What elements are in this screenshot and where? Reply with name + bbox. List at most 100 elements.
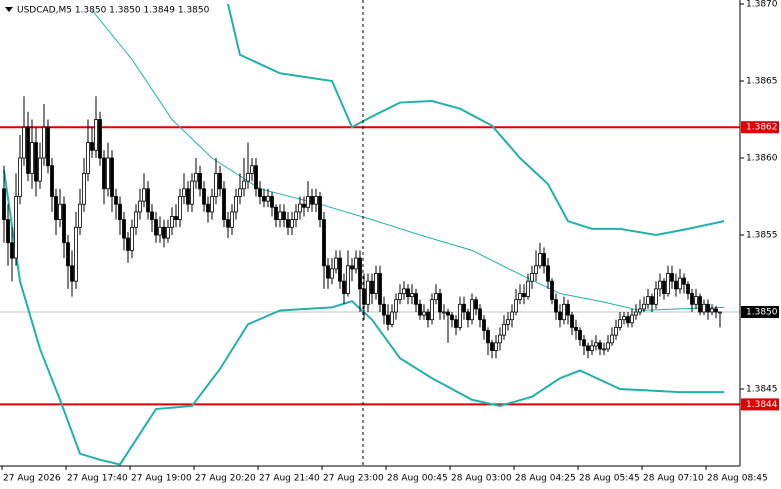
candle-body	[522, 293, 526, 297]
candle-body	[518, 293, 522, 301]
candle-body	[450, 314, 454, 321]
candle-body	[466, 311, 470, 321]
symbol-menu-icon[interactable]	[5, 7, 13, 12]
candle-body	[126, 237, 130, 251]
candle-body	[66, 242, 70, 267]
price-level-box	[741, 121, 779, 134]
candle-body	[58, 203, 62, 220]
candle-body	[510, 311, 514, 321]
candle-body	[50, 165, 54, 197]
candle-body	[470, 299, 474, 321]
candle-body	[570, 314, 574, 328]
candle-body	[166, 226, 170, 239]
candle-body	[534, 265, 538, 274]
candle-body	[122, 219, 126, 239]
candle-body	[430, 299, 434, 321]
candle-body	[594, 342, 598, 347]
candle-body	[690, 293, 694, 305]
candle-body	[502, 323, 506, 336]
bollinger-band	[91, 9, 725, 311]
x-tick-label: 28 Aug 05:45	[579, 474, 640, 484]
candle-body	[158, 226, 162, 236]
candle-body	[710, 308, 714, 313]
candle-body	[370, 280, 374, 294]
candle-body	[322, 219, 326, 267]
candle-body	[642, 303, 646, 310]
candle-body	[618, 319, 622, 328]
candle-body	[586, 345, 590, 351]
plot-area	[0, 3, 740, 466]
candle-body	[714, 308, 718, 313]
y-tick-label: 1.3870	[746, 0, 778, 10]
candle-body	[590, 345, 594, 351]
candle-body	[210, 196, 214, 213]
candle-body	[146, 188, 150, 213]
chart-title: USDCAD,M5 1.3850 1.3850 1.3849 1.3850	[17, 6, 210, 16]
x-tick-label: 28 Aug 08:45	[707, 474, 768, 484]
candle-body	[558, 311, 562, 321]
candle-body	[514, 299, 518, 313]
candle-body	[614, 326, 618, 336]
y-tick-label: 1.3865	[746, 77, 778, 87]
candle-body	[282, 211, 286, 220]
candle-body	[54, 196, 58, 221]
candle-body	[382, 303, 386, 316]
candle-body	[262, 196, 266, 202]
candle-body	[214, 172, 218, 197]
candle-body	[402, 288, 406, 294]
candle-body	[626, 316, 630, 324]
price-level-label: 1.3862	[746, 123, 778, 133]
candle-body	[646, 296, 650, 305]
candle-body	[562, 303, 566, 321]
x-tick-label: 27 Aug 17:40	[67, 474, 128, 484]
candle-body	[290, 219, 294, 228]
candle-body	[266, 196, 270, 202]
candle-body	[294, 211, 298, 220]
candle-body	[46, 126, 50, 167]
candle-body	[38, 157, 42, 182]
candle-body	[674, 280, 678, 290]
candle-body	[298, 203, 302, 213]
candle-body	[150, 211, 154, 220]
candle-body	[198, 172, 202, 190]
candle-body	[486, 330, 490, 344]
candle-body	[10, 242, 14, 259]
candle-body	[338, 257, 342, 282]
candle-body	[218, 172, 222, 190]
candle-body	[86, 142, 90, 174]
candle-body	[330, 268, 334, 279]
candle-body	[134, 211, 138, 228]
candle-body	[634, 311, 638, 316]
candle-body	[278, 211, 282, 220]
candle-body	[366, 280, 370, 305]
candle-body	[702, 303, 706, 313]
candle-body	[458, 303, 462, 328]
candle-body	[610, 334, 614, 344]
candle-body	[82, 172, 86, 205]
candle-body	[442, 311, 446, 314]
candle-body	[14, 196, 18, 259]
candle-body	[34, 142, 38, 182]
candle-body	[142, 188, 146, 202]
candle-body	[546, 265, 550, 282]
candle-body	[538, 253, 542, 267]
candle-body	[190, 180, 194, 205]
candle-body	[178, 196, 182, 221]
candle-body	[358, 257, 362, 290]
x-tick-label: 28 Aug 03:00	[451, 474, 512, 484]
candle-body	[462, 303, 466, 313]
candle-body	[326, 265, 330, 279]
candle-body	[602, 348, 606, 351]
candle-body	[526, 280, 530, 298]
candle-body	[270, 196, 274, 208]
candle-body	[26, 126, 30, 174]
price-level-label: 1.3844	[746, 400, 778, 410]
candle-body	[478, 308, 482, 321]
candle-body	[490, 342, 494, 351]
y-tick-label: 1.3855	[746, 231, 778, 241]
candle-body	[162, 226, 166, 239]
candle-body	[506, 319, 510, 325]
candle-body	[418, 303, 422, 316]
candle-body	[390, 311, 394, 325]
